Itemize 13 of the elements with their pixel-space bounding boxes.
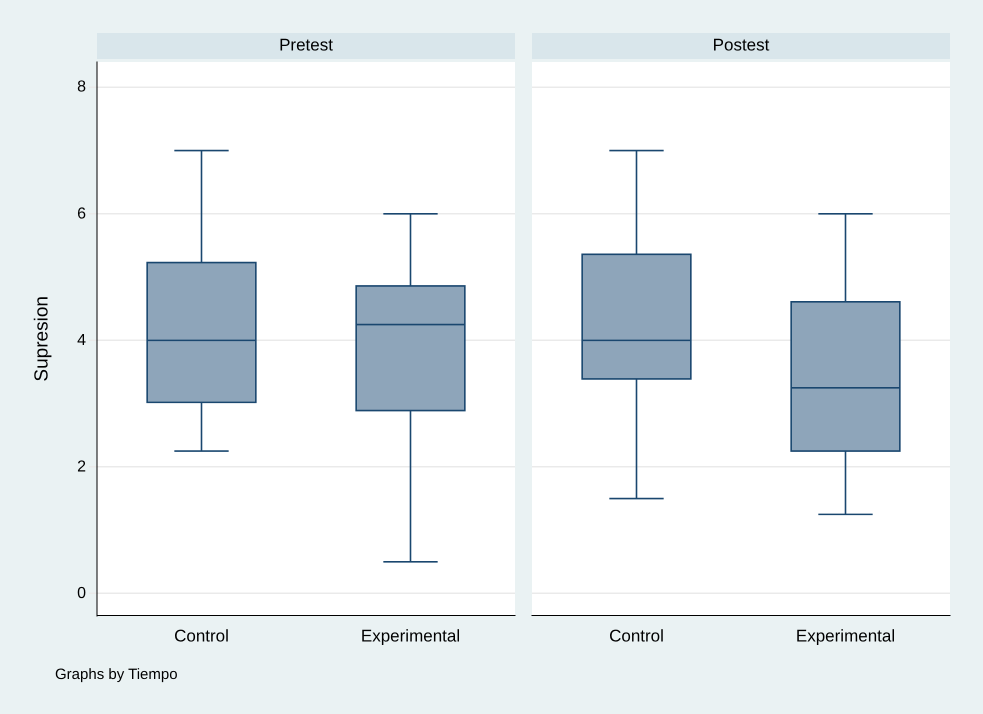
x-tick-label: Control — [609, 626, 664, 646]
x-tick-label: Experimental — [796, 626, 896, 646]
y-tick-label: 8 — [77, 78, 86, 96]
chart-title: Postest — [712, 36, 770, 55]
x-tick-label: Control — [174, 626, 229, 646]
y-tick-label: 0 — [77, 584, 86, 602]
y-axis-title: Supresion — [32, 296, 53, 382]
y-tick-label: 2 — [77, 458, 86, 476]
y-tick-label: 4 — [77, 332, 86, 349]
text: Graphs by Tiempo — [55, 666, 178, 683]
y-tick-label: 6 — [77, 205, 86, 222]
x-tick-label: Experimental — [360, 626, 460, 646]
chart-title: Pretest — [279, 36, 334, 55]
